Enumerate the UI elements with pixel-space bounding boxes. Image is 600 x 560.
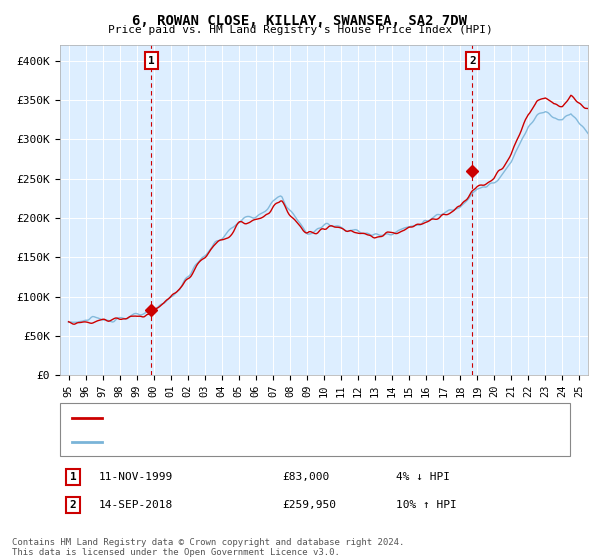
Text: £259,950: £259,950: [282, 500, 336, 510]
Text: Price paid vs. HM Land Registry's House Price Index (HPI): Price paid vs. HM Land Registry's House …: [107, 25, 493, 35]
Text: Contains HM Land Registry data © Crown copyright and database right 2024.
This d: Contains HM Land Registry data © Crown c…: [12, 538, 404, 557]
Text: 2: 2: [469, 55, 476, 66]
Text: 11-NOV-1999: 11-NOV-1999: [99, 472, 173, 482]
Text: £83,000: £83,000: [282, 472, 329, 482]
Text: 6, ROWAN CLOSE, KILLAY, SWANSEA, SA2 7DW (detached house): 6, ROWAN CLOSE, KILLAY, SWANSEA, SA2 7DW…: [108, 413, 464, 423]
Text: 1: 1: [70, 472, 77, 482]
Text: 1: 1: [148, 55, 155, 66]
Text: 10% ↑ HPI: 10% ↑ HPI: [396, 500, 457, 510]
Text: HPI: Average price, detached house, Swansea: HPI: Average price, detached house, Swan…: [108, 436, 377, 446]
Text: 14-SEP-2018: 14-SEP-2018: [99, 500, 173, 510]
Text: 6, ROWAN CLOSE, KILLAY, SWANSEA, SA2 7DW: 6, ROWAN CLOSE, KILLAY, SWANSEA, SA2 7DW: [133, 14, 467, 28]
Text: 2: 2: [70, 500, 77, 510]
Text: 4% ↓ HPI: 4% ↓ HPI: [396, 472, 450, 482]
